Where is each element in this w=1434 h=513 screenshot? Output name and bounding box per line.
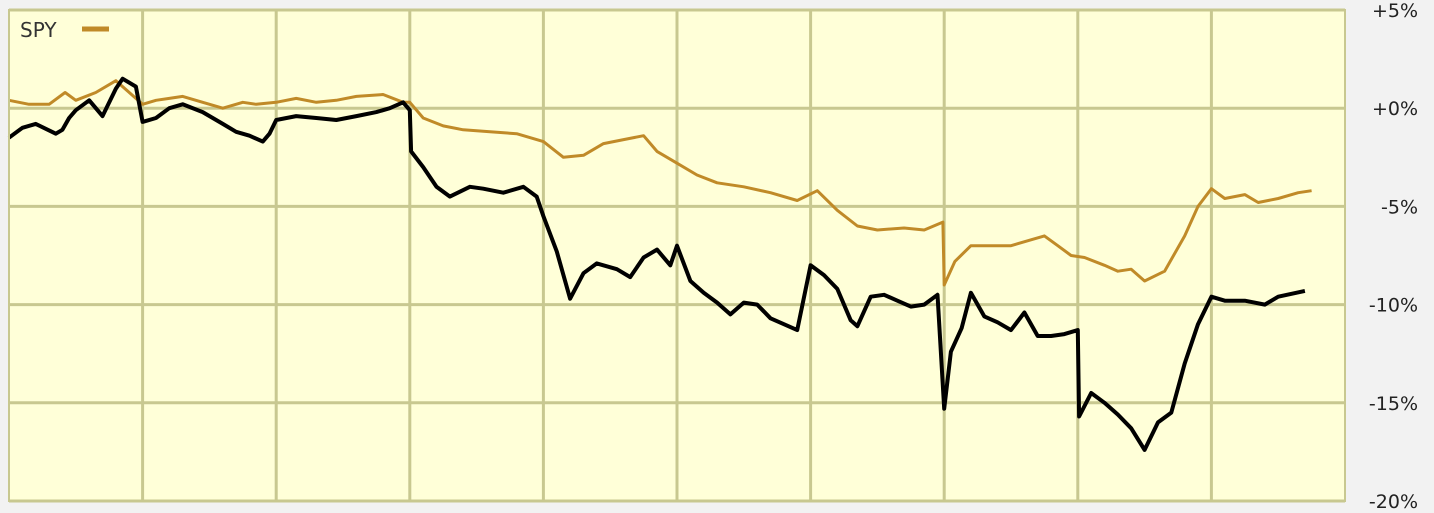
y-tick-label: -5% [1381, 196, 1418, 218]
plot-border [8, 9, 1346, 502]
series-line-primary [7, 76, 1306, 452]
y-tick-label: -20% [1369, 491, 1418, 513]
y-axis-ticks: +5% +0% -5% -10% -15% -20% [1369, 0, 1418, 513]
series-lines [7, 76, 1312, 452]
y-tick-label: -15% [1369, 393, 1418, 415]
grid-lines [9, 8, 1345, 503]
legend-label-spy: SPY [20, 18, 57, 42]
y-tick-label: -10% [1369, 295, 1418, 317]
y-tick-label: +0% [1372, 98, 1418, 120]
y-tick-label: +5% [1372, 0, 1418, 22]
series-line-spy [8, 79, 1312, 287]
legend: SPY [20, 18, 109, 42]
